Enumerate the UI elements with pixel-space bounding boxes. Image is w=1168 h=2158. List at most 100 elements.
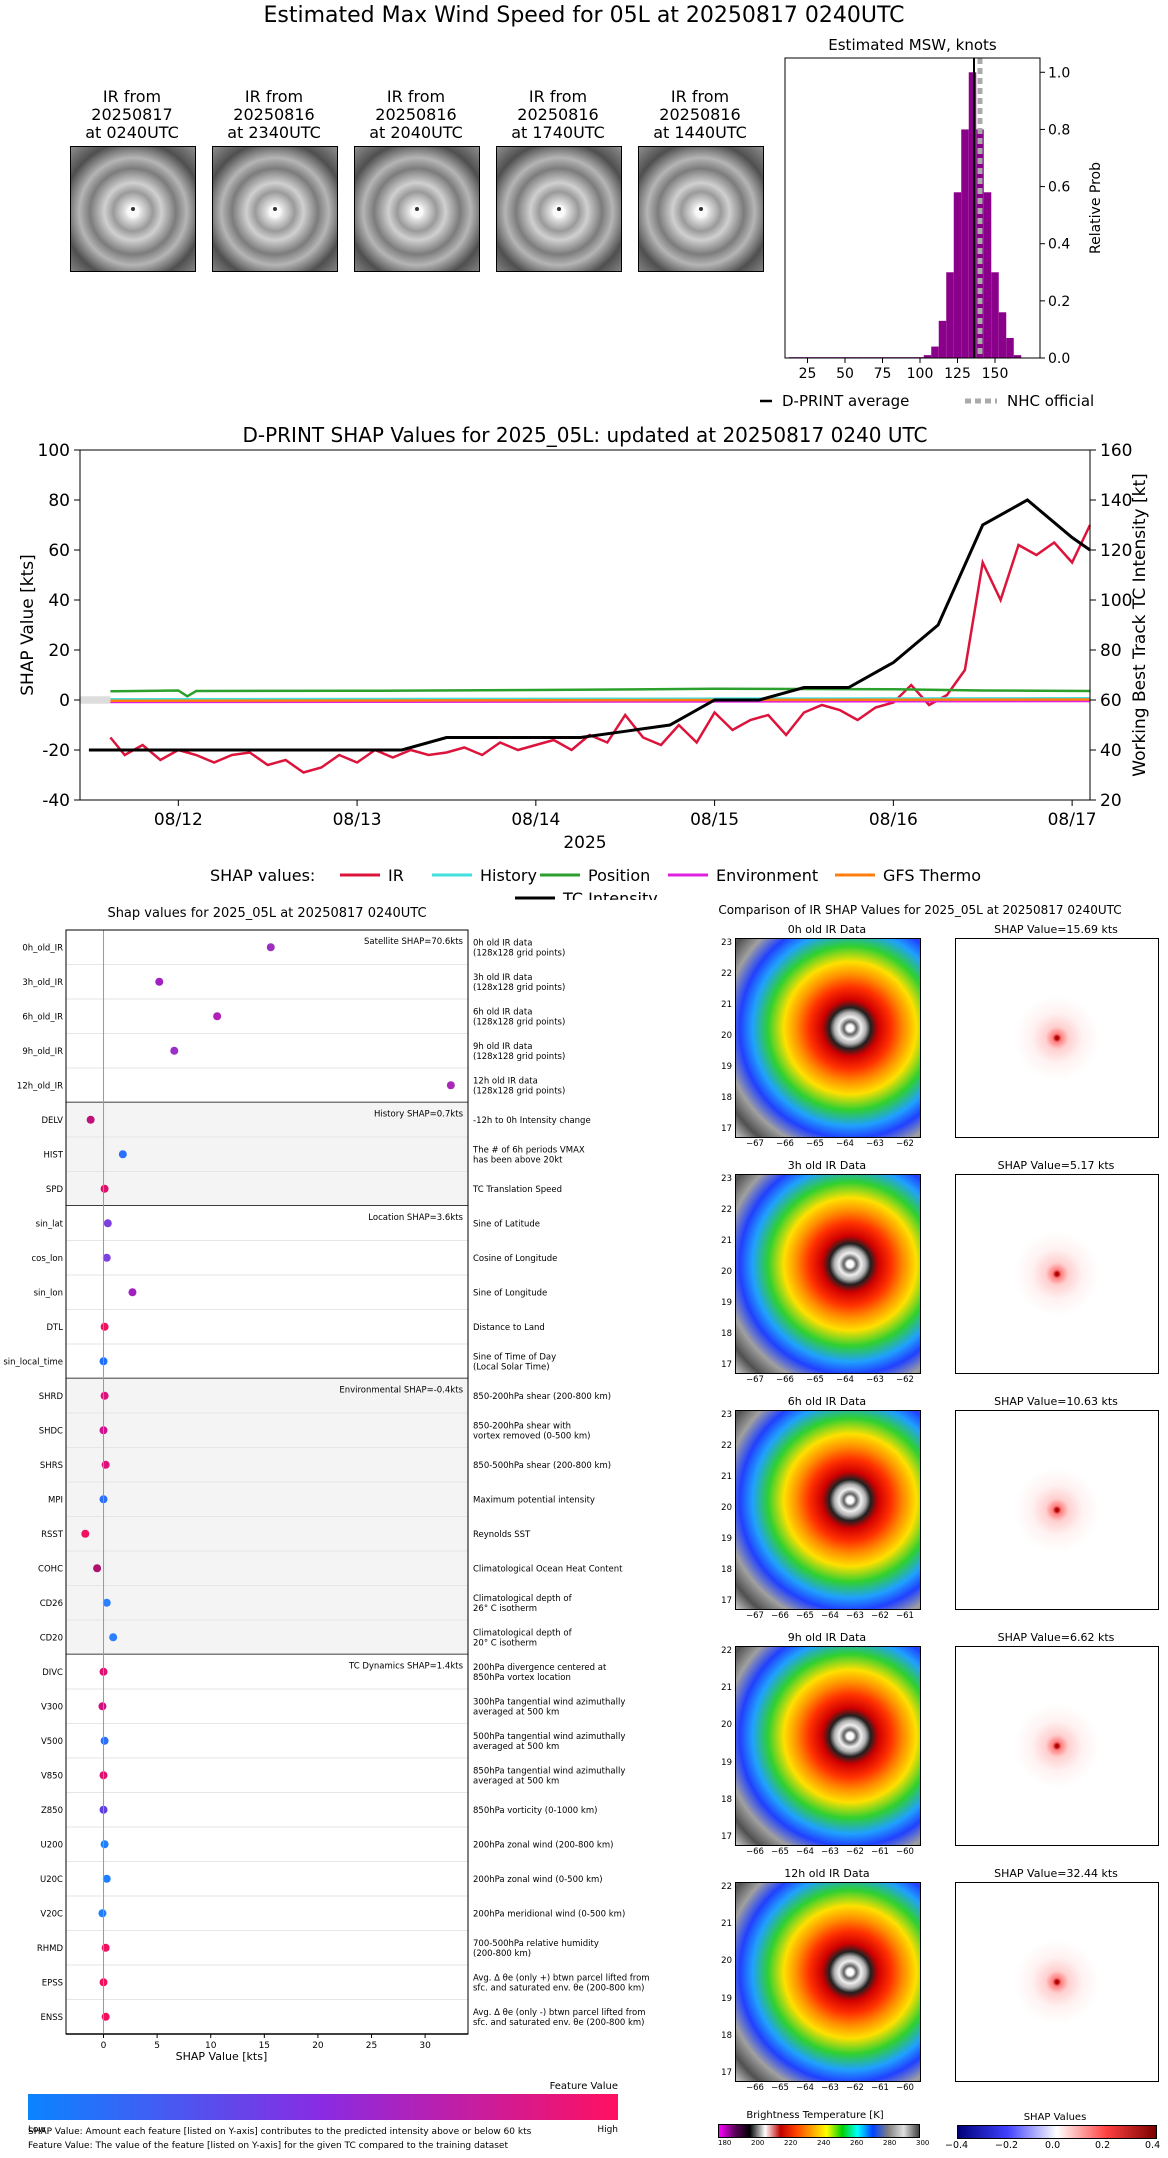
- ir-panel-title: 12h old IR Data: [784, 1867, 870, 1880]
- sv-tick: −0.4: [945, 2140, 969, 2151]
- ir-y-tick: 23: [721, 1410, 732, 1420]
- series-position: [110, 687, 1091, 698]
- ir-panel-title: 3h old IR Data: [787, 1159, 867, 1172]
- shap-heatmap: [955, 1410, 1159, 1610]
- sv-tick: −0.2: [995, 2140, 1019, 2151]
- histogram-bar: [953, 192, 962, 358]
- histogram-bar: [1006, 338, 1014, 358]
- sv-tick: 0.2: [1095, 2140, 1111, 2151]
- legend-label: Position: [588, 866, 650, 885]
- bt-tick: 260: [850, 2139, 864, 2147]
- feature-point: [102, 1253, 111, 1262]
- feature-description: 200hPa zonal wind (0-500 km): [473, 1875, 603, 1885]
- page-title: Estimated Max Wind Speed for 05L at 2025…: [263, 3, 905, 28]
- group-label: Location SHAP=3.6kts: [368, 1213, 463, 1223]
- y-tick-label: 0.4: [1048, 237, 1070, 253]
- ir-x-tick: −64: [836, 1375, 854, 1385]
- ir-x-tick: −67: [746, 1375, 764, 1385]
- x-axis-label: 2025: [563, 833, 606, 853]
- feature-point: [100, 1184, 109, 1193]
- ir-y-tick: 18: [721, 1565, 732, 1575]
- y-tick-label: 0: [59, 691, 70, 711]
- group-label: History SHAP=0.7kts: [374, 1110, 464, 1120]
- feature-point: [100, 1391, 109, 1400]
- ir-x-tick: −62: [846, 2083, 864, 2093]
- feature-name: MPI: [48, 1495, 63, 1505]
- ir-x-tick: −64: [796, 2083, 814, 2093]
- feature-name: CD26: [40, 1599, 63, 1609]
- series-history: [110, 697, 1091, 701]
- y-tick-label: 0.6: [1048, 180, 1070, 196]
- feature-name: ENSS: [40, 2013, 63, 2023]
- series-gfs-thermo: [110, 698, 1091, 703]
- feature-description: (128x128 grid points): [473, 1052, 565, 1062]
- feature-description: Sine of Latitude: [473, 1219, 540, 1229]
- feature-description: 3h old IR data: [473, 973, 532, 983]
- feature-name: SHRD: [39, 1392, 64, 1402]
- ir-x-tick: −67: [746, 1139, 764, 1149]
- time-series-frame: [79, 449, 1091, 801]
- ir-image: [735, 1646, 921, 1846]
- x-tick-label: 5: [154, 2041, 160, 2051]
- bt-tick: 180: [718, 2139, 732, 2147]
- histogram-title: Estimated MSW, knots: [828, 36, 997, 54]
- ir-x-tick: −66: [746, 1847, 764, 1857]
- feature-description: 12h old IR data: [473, 1076, 538, 1086]
- group-label: Satellite SHAP=70.6kts: [364, 937, 464, 947]
- ir-y-tick: 22: [721, 1441, 732, 1451]
- legend-nhc-label: NHC official: [1007, 392, 1094, 410]
- feature-description: 6h old IR data: [473, 1007, 532, 1017]
- shap-panel-title: SHAP Value=32.44 kts: [994, 1867, 1118, 1880]
- ir-y-tick: 18: [721, 1093, 732, 1103]
- ir-x-tick: −65: [771, 2083, 789, 2093]
- ir-panel-title: 6h old IR Data: [787, 1395, 867, 1408]
- feature-description: Avg. Δ θe (only -) btwn parcel lifted fr…: [473, 2008, 646, 2018]
- ir-x-tick: −66: [746, 2083, 764, 2093]
- feature-description: 26° C isotherm: [473, 1604, 537, 1614]
- shap-time-series: D-PRINT SHAP Values for 2025_05L: update…: [18, 423, 1150, 900]
- feature-description: sfc. and saturated env. θe (200-800 km): [473, 2018, 645, 2028]
- y-axis-label: SHAP Value [kts]: [18, 554, 38, 696]
- y-tick-label: 40: [48, 591, 70, 611]
- ir-x-tick: −67: [746, 1611, 764, 1621]
- ir-thumbnail-image: [496, 146, 622, 272]
- ir-thumbnail-image: [638, 146, 764, 272]
- ir-y-tick: 22: [721, 1646, 732, 1656]
- legend-dprint-label: D-PRINT average: [782, 392, 909, 410]
- feature-name: 0h_old_IR: [22, 943, 63, 953]
- feature-description: Distance to Land: [473, 1323, 545, 1333]
- feature-point: [101, 1460, 110, 1469]
- shap-panel-title: SHAP Value=5.17 kts: [997, 1159, 1115, 1172]
- feature-point: [81, 1529, 90, 1538]
- histogram-bar: [983, 192, 992, 358]
- feature-description: Climatological depth of: [473, 1594, 573, 1604]
- feature-name: U200: [41, 1840, 63, 1850]
- storm-eye-marker: [699, 207, 703, 211]
- time-series-title: D-PRINT SHAP Values for 2025_05L: update…: [242, 423, 927, 447]
- ir-x-tick: −62: [871, 1611, 889, 1621]
- shap-panel-title: SHAP Value=10.63 kts: [994, 1395, 1118, 1408]
- ir-x-tick: −63: [821, 1847, 839, 1857]
- shap-panel-title: SHAP Value=15.69 kts: [994, 923, 1118, 936]
- feature-description: Maximum potential intensity: [473, 1495, 595, 1505]
- x-tick-label: 08/13: [333, 810, 382, 830]
- histogram-bar: [961, 129, 969, 358]
- x-tick-label: 25: [366, 2041, 377, 2051]
- feature-name: RHMD: [37, 1944, 64, 1954]
- feature-description: Sine of Longitude: [473, 1288, 547, 1298]
- feature-description: (128x128 grid points): [473, 948, 565, 958]
- y-tick-label: 20: [48, 641, 70, 661]
- feature-description: vortex removed (0-500 km): [473, 1431, 590, 1441]
- legend-title: SHAP values:: [210, 866, 315, 885]
- ir-x-tick: −64: [796, 1847, 814, 1857]
- feature-name: 12h_old_IR: [17, 1081, 63, 1091]
- colorbar-low: Low: [28, 2125, 46, 2135]
- ir-x-tick: −64: [836, 1139, 854, 1149]
- feature-name: 9h_old_IR: [22, 1047, 63, 1057]
- ir-x-tick: −63: [866, 1375, 884, 1385]
- feature-name: CD20: [40, 1633, 63, 1643]
- ir-image: [735, 938, 921, 1138]
- feature-name: cos_lon: [31, 1254, 63, 1264]
- x-tick-label: 15: [259, 2041, 270, 2051]
- feature-point: [100, 1840, 109, 1849]
